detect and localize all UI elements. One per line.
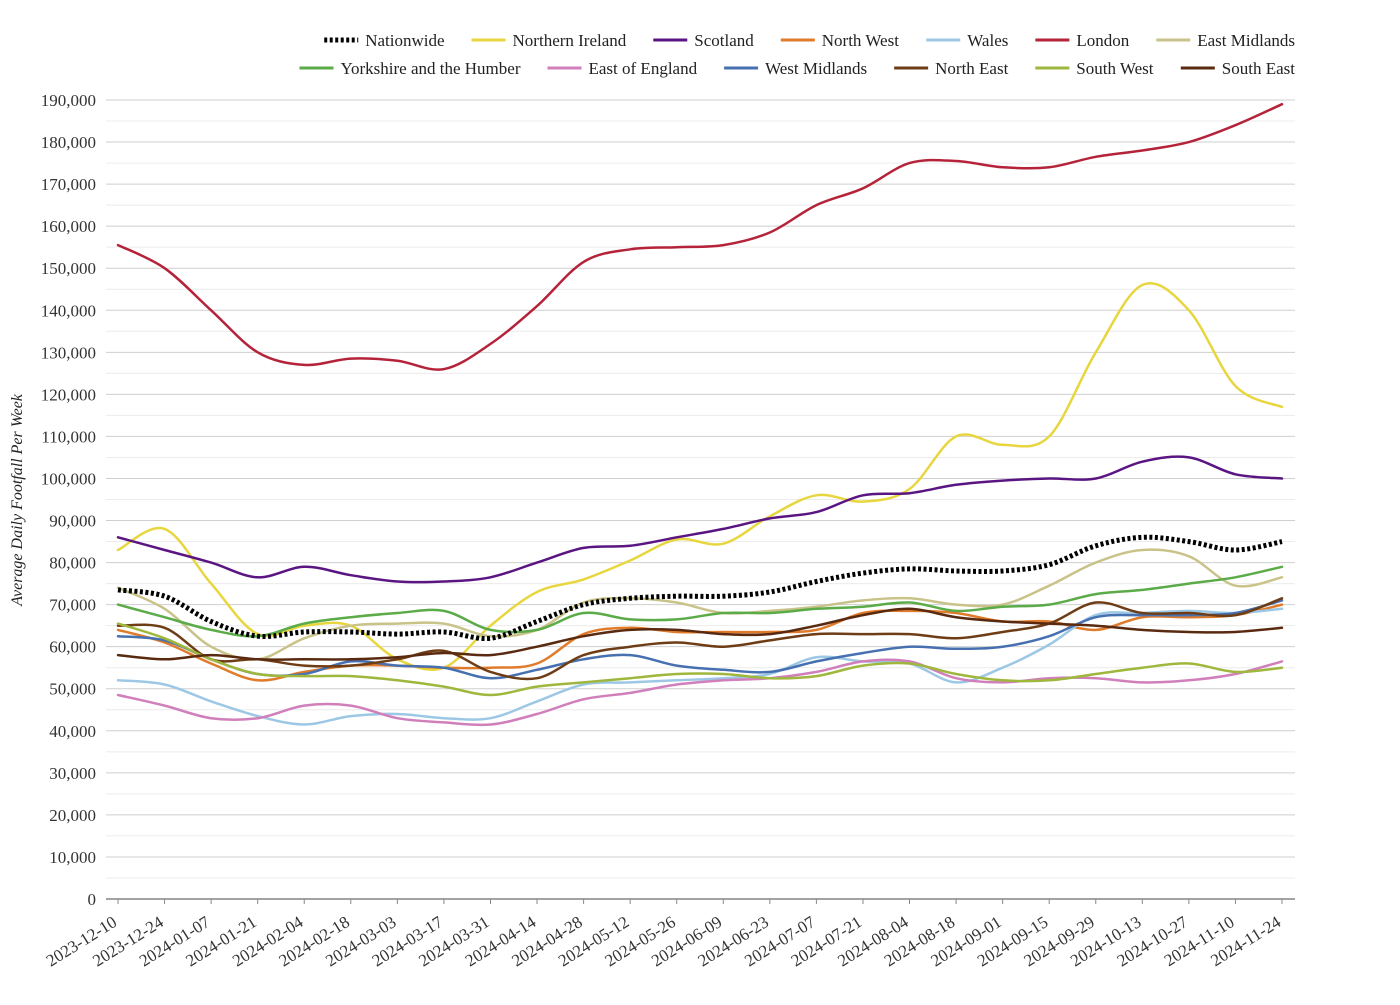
legend-item-scotland: Scotland [653, 31, 754, 50]
y-tick-label: 190,000 [41, 91, 96, 110]
y-tick-label: 170,000 [41, 175, 96, 194]
series-line-scotland [116, 455, 1284, 584]
legend-item-west-midlands: West Midlands [724, 59, 867, 78]
series-line-west-midlands [116, 599, 1284, 680]
legend-item-nationwide: Nationwide [324, 31, 445, 50]
series-line-north-east [116, 597, 1284, 681]
y-tick-label: 90,000 [49, 512, 96, 531]
legend-label: Nationwide [365, 31, 444, 50]
y-tick-label: 110,000 [41, 427, 96, 446]
y-tick-label: 180,000 [41, 133, 96, 152]
legend-label: East Midlands [1197, 31, 1295, 50]
series-line-east-midlands [116, 548, 1284, 661]
y-tick-label: 50,000 [49, 680, 96, 699]
legend-label: South East [1222, 59, 1295, 78]
y-tick-label: 70,000 [49, 596, 96, 615]
legend-label: South West [1076, 59, 1153, 78]
legend-label: North West [822, 31, 899, 50]
series-line-east-of-england [116, 658, 1284, 727]
legend-label: London [1076, 31, 1129, 50]
y-tick-label: 10,000 [49, 848, 96, 867]
series-line-south-west [116, 622, 1284, 697]
y-tick-label: 150,000 [41, 259, 96, 278]
y-tick-label: 0 [88, 890, 97, 909]
legend-label: East of England [589, 59, 698, 78]
legend-item-northern-ireland: Northern Ireland [471, 31, 627, 50]
series-line-london [116, 102, 1284, 371]
legend-item-north-east: North East [894, 59, 1009, 78]
y-tick-label: 140,000 [41, 301, 96, 320]
series-line-northern-ireland [116, 282, 1284, 671]
y-tick-label: 60,000 [49, 638, 96, 657]
y-tick-label: 100,000 [41, 469, 96, 488]
y-tick-label: 40,000 [49, 722, 96, 741]
legend-label: Scotland [694, 31, 754, 50]
legend-label: Wales [967, 31, 1008, 50]
series-line-wales [116, 607, 1284, 726]
y-axis-title: Average Daily Footfall Per Week [9, 393, 26, 607]
legend: Nationwide Northern Ireland Scotland North … [299, 31, 1295, 78]
y-axis-ticks: 0 10,000 20,000 30,000 40,000 50,000 60,000 70,… [41, 91, 96, 909]
y-tick-label: 20,000 [49, 806, 96, 825]
legend-item-east-of-england: East of England [547, 59, 698, 78]
x-axis-ticks: 2023-12-102023-12-242024-01-072024-01-21… [43, 899, 1285, 970]
legend-label: North East [935, 59, 1008, 78]
legend-item-wales: Wales [926, 31, 1008, 50]
legend-item-yorkshire-and-the-humber: Yorkshire and the Humber [299, 59, 521, 78]
series-lines [116, 102, 1284, 727]
y-tick-label: 130,000 [41, 343, 96, 362]
series-line-yorkshire-and-the-humber [116, 565, 1284, 638]
y-tick-label: 80,000 [49, 554, 96, 573]
legend-item-south-east: South East [1180, 59, 1295, 78]
y-tick-label: 160,000 [41, 217, 96, 236]
series-line-south-east [116, 607, 1284, 661]
legend-label: West Midlands [765, 59, 867, 78]
legend-item-north-west: North West [780, 31, 899, 50]
series-line-nationwide [117, 534, 1283, 642]
y-tick-label: 30,000 [49, 764, 96, 783]
legend-item-east-midlands: East Midlands [1156, 31, 1295, 50]
grid-lines [106, 99, 1295, 879]
legend-item-south-west: South West [1035, 59, 1154, 78]
legend-label: Northern Ireland [513, 31, 627, 50]
legend-item-london: London [1035, 31, 1130, 50]
y-tick-label: 120,000 [41, 385, 96, 404]
legend-label: Yorkshire and the Humber [340, 59, 520, 78]
